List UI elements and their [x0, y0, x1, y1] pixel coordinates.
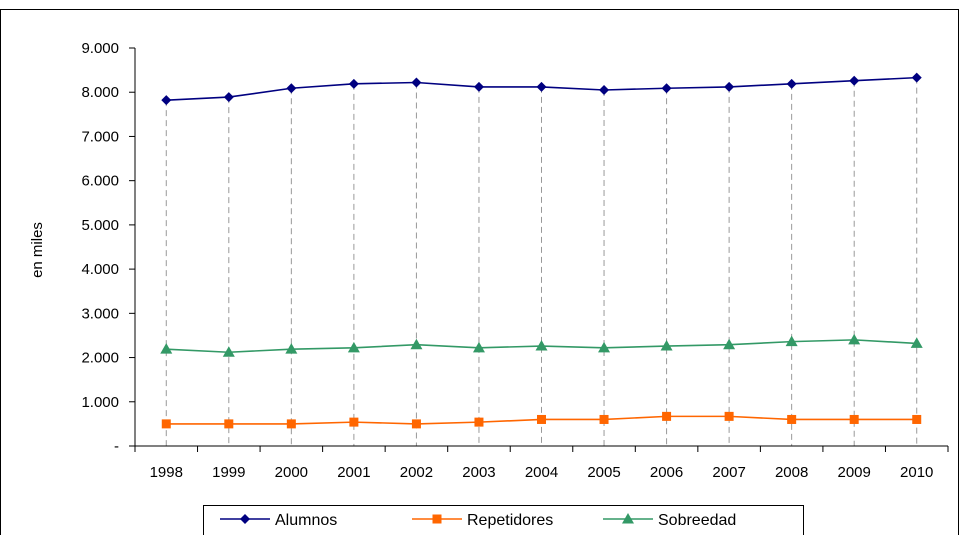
data-point-repetidores — [662, 411, 672, 421]
y-tick-label: 3.000 — [81, 305, 119, 322]
x-tick-label: 2001 — [337, 464, 370, 481]
data-point-alumnos — [786, 78, 797, 89]
x-tick-label: 2010 — [900, 464, 933, 481]
data-point-repetidores — [349, 417, 359, 427]
data-point-repetidores — [474, 417, 484, 427]
data-point-sobreedad — [160, 343, 173, 354]
data-point-sobreedad — [285, 343, 298, 354]
y-tick-label: 9.000 — [81, 40, 119, 57]
x-tick-label: 2005 — [587, 464, 620, 481]
legend-marker-sobreedad — [622, 513, 634, 524]
x-tick-label: 2008 — [775, 464, 808, 481]
x-tick-label: 2009 — [838, 464, 871, 481]
data-point-alumnos — [661, 83, 672, 94]
y-tick-label: - — [114, 438, 119, 455]
data-point-alumnos — [223, 92, 234, 103]
data-point-sobreedad — [598, 341, 611, 353]
data-point-alumnos — [161, 95, 172, 106]
data-point-alumnos — [473, 81, 484, 92]
data-point-alumnos — [849, 75, 860, 86]
data-point-alumnos — [724, 81, 735, 92]
data-point-repetidores — [286, 419, 296, 429]
plot-area: - 1.000 2.000 3.000 4.000 5.000 6.000 7.000 8.00… — [81, 40, 949, 481]
legend-marker-repetidores — [432, 514, 442, 524]
x-tick-label: 2004 — [525, 464, 558, 481]
data-point-sobreedad — [222, 346, 235, 357]
data-point-sobreedad — [910, 337, 923, 348]
data-point-alumnos — [599, 85, 610, 96]
data-point-repetidores — [161, 419, 171, 429]
data-point-repetidores — [411, 419, 421, 429]
chart-border — [0, 9, 959, 535]
y-tick-label: 8.000 — [81, 84, 119, 101]
data-point-sobreedad — [660, 340, 673, 351]
legend-label-sobreedad: Sobreedad — [658, 512, 736, 529]
legend-box — [203, 505, 804, 535]
y-tick-label: 6.000 — [81, 173, 119, 190]
legend-label-repetidores: Repetidores — [467, 512, 553, 529]
x-tick-label: 1999 — [212, 464, 245, 481]
legend-label-alumnos: Alumnos — [275, 512, 337, 529]
y-tick-label: 7.000 — [81, 128, 119, 145]
data-point-alumnos — [536, 81, 547, 92]
data-point-sobreedad — [848, 333, 861, 345]
y-tick-label: 1.000 — [81, 394, 119, 411]
legend: Alumnos Repetidores Sobreedad — [203, 505, 804, 535]
data-point-sobreedad — [535, 340, 548, 351]
data-point-repetidores — [724, 411, 734, 421]
data-point-sobreedad — [723, 338, 736, 350]
y-tick-label: 2.000 — [81, 350, 119, 367]
data-point-sobreedad — [785, 335, 798, 347]
data-point-repetidores — [224, 419, 234, 429]
x-tick-label: 2003 — [462, 464, 495, 481]
data-point-repetidores — [537, 414, 546, 424]
y-axis-title: en miles — [29, 222, 46, 278]
x-tick-label: 2007 — [712, 464, 745, 481]
legend-marker-alumnos — [240, 514, 250, 524]
data-point-sobreedad — [410, 338, 423, 350]
x-tick-label: 1998 — [150, 464, 183, 481]
data-point-repetidores — [912, 414, 922, 424]
data-point-repetidores — [599, 414, 609, 424]
data-point-alumnos — [411, 77, 422, 88]
data-point-repetidores — [787, 414, 797, 424]
x-tick-label: 2002 — [400, 464, 433, 481]
x-tick-label: 2000 — [275, 464, 308, 481]
data-point-sobreedad — [472, 341, 485, 353]
x-tick-label: 2006 — [650, 464, 683, 481]
data-point-alumnos — [286, 83, 297, 94]
data-point-alumnos — [911, 72, 922, 83]
data-point-repetidores — [849, 414, 859, 424]
y-tick-label: 4.000 — [81, 261, 119, 278]
data-point-sobreedad — [347, 341, 360, 353]
y-tick-label: 5.000 — [81, 217, 119, 234]
data-point-alumnos — [348, 78, 359, 89]
